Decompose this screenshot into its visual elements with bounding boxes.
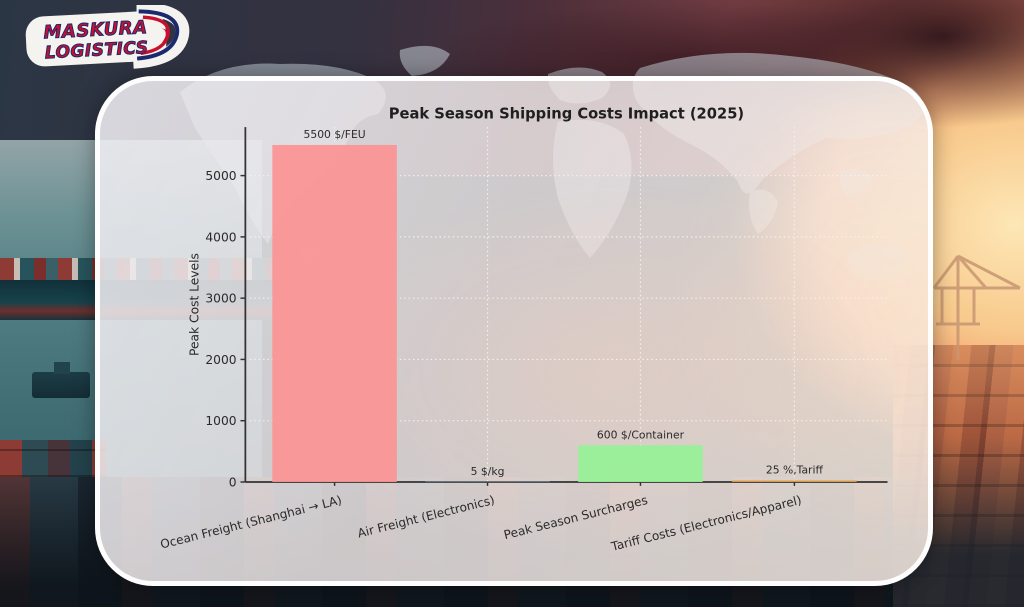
x-tick-label: Ocean Freight (Shanghai → LA) <box>159 493 343 552</box>
x-tick-label: Peak Season Surcharges <box>502 493 649 542</box>
y-tick-label: 0 <box>229 475 237 489</box>
bar-value-label: 25 %,Tariff <box>766 464 824 477</box>
bar-value-label: 5500 $/FEU <box>304 128 366 141</box>
port-crane-icon <box>932 254 1021 360</box>
bar-chart: 0 1000 2000 3000 4000 5000 5500 $/FEU Ocean Fre… <box>159 105 888 554</box>
y-axis-label: Peak Cost Levels <box>187 253 201 356</box>
bar-value-label: 600 $/Container <box>597 428 685 441</box>
tugboat-graphic <box>32 362 90 398</box>
y-tick-label: 5000 <box>205 169 236 183</box>
y-tick-label: 2000 <box>205 353 236 367</box>
bar-4 <box>732 480 857 482</box>
y-tick-label: 1000 <box>205 414 236 428</box>
y-tick-label: 4000 <box>205 230 236 244</box>
chart-title: Peak Season Shipping Costs Impact (2025) <box>389 105 744 122</box>
maskura-logistics-logo: MASKURA LOGISTICS <box>25 5 190 69</box>
bar-1 <box>272 144 397 482</box>
x-tick-label: Air Freight (Electronics) <box>356 493 496 541</box>
chart-panel: 0 1000 2000 3000 4000 5000 5500 $/FEU Ocean Fre… <box>95 76 933 586</box>
bar-3 <box>578 445 703 482</box>
bar-value-label: 5 $/kg <box>471 465 505 478</box>
y-tick-label: 3000 <box>205 292 236 306</box>
